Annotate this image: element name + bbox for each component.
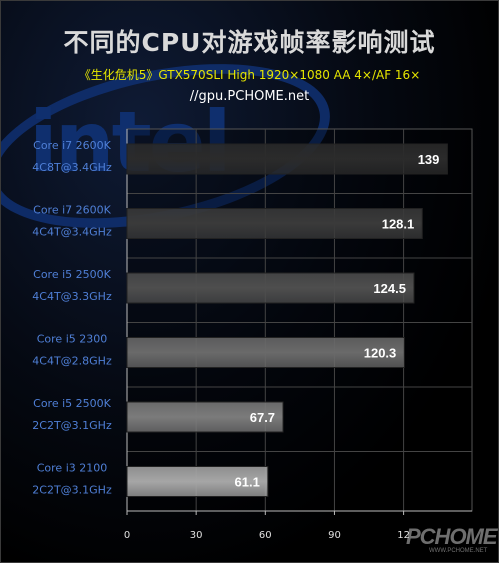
category-label: Core i3 2100 <box>37 462 108 475</box>
category-label: Core i5 2500K <box>33 397 112 410</box>
chart-title: 不同的CPU对游戏帧率影响测试 <box>63 28 436 57</box>
pchome-watermark: PCHOME <box>406 524 498 549</box>
plot-area <box>126 128 473 512</box>
category-sublabel: 2C2T@3.1GHz <box>32 484 112 497</box>
chart-subtitle: 《生化危机5》GTX570SLI High 1920×1080 AA 4×/AF… <box>78 68 421 82</box>
data-label: 120.3 <box>364 346 397 361</box>
x-tick-label: 30 <box>190 530 203 541</box>
category-sublabel: 4C4T@2.8GHz <box>32 355 112 368</box>
category-label: Core i7 2600K <box>33 204 112 217</box>
source-url: //gpu.PCHOME.net <box>189 89 310 104</box>
bar <box>126 272 415 304</box>
x-tick-label: 12 <box>397 530 410 541</box>
data-label: 128.1 <box>382 217 415 232</box>
category-label: Core i5 2500K <box>33 268 112 281</box>
data-label: 124.5 <box>373 281 406 296</box>
category-sublabel: 4C4T@3.4GHz <box>32 226 112 239</box>
intel-logo: intel <box>29 93 232 191</box>
data-label: 139 <box>418 152 440 167</box>
bar <box>126 401 284 433</box>
x-tick-label: 0 <box>124 530 130 541</box>
x-tick-label: 60 <box>259 530 272 541</box>
category-sublabel: 2C2T@3.1GHz <box>32 419 112 432</box>
category-sublabel: 4C4T@3.3GHz <box>32 290 112 303</box>
data-label: 61.1 <box>235 475 260 490</box>
category-sublabel: 4C8T@3.4GHz <box>32 161 112 174</box>
bar <box>126 143 448 175</box>
category-label: Core i5 2300 <box>37 333 108 346</box>
category-label: Core i7 2600K <box>33 139 112 152</box>
bar <box>126 337 405 368</box>
pchome-watermark-url: WWW.PCHOME.NET <box>429 548 488 554</box>
x-tick-label: 90 <box>328 530 341 541</box>
data-label: 67.7 <box>250 410 275 425</box>
bar <box>126 208 423 239</box>
bar <box>126 466 269 497</box>
